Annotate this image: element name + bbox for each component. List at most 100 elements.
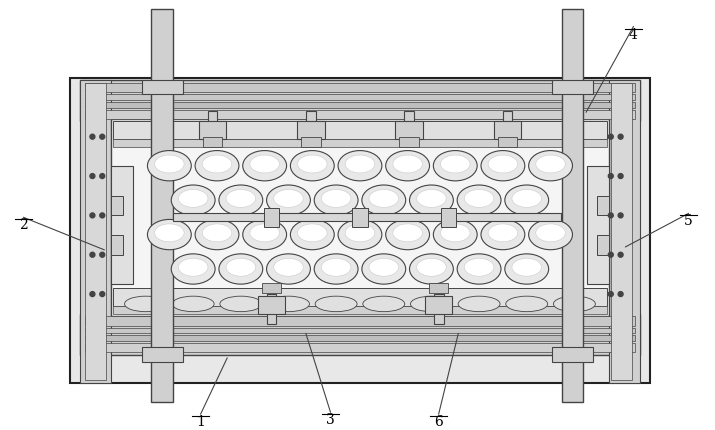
Ellipse shape	[458, 296, 500, 312]
Ellipse shape	[417, 190, 446, 208]
Bar	[434, 295, 443, 324]
Ellipse shape	[464, 259, 494, 276]
Bar	[84, 344, 636, 352]
Ellipse shape	[257, 158, 272, 165]
Ellipse shape	[543, 158, 558, 165]
Ellipse shape	[305, 227, 320, 233]
Ellipse shape	[505, 186, 548, 216]
Ellipse shape	[400, 227, 415, 233]
Bar	[395, 122, 423, 139]
Ellipse shape	[172, 296, 214, 312]
Ellipse shape	[179, 259, 208, 276]
Bar	[440, 208, 456, 227]
Bar	[111, 236, 123, 255]
Bar	[199, 122, 226, 139]
Ellipse shape	[424, 261, 438, 267]
Ellipse shape	[448, 227, 463, 233]
Ellipse shape	[297, 156, 327, 174]
Circle shape	[618, 213, 623, 218]
Ellipse shape	[481, 151, 525, 181]
Ellipse shape	[362, 186, 405, 216]
Ellipse shape	[172, 254, 215, 285]
Ellipse shape	[377, 192, 391, 199]
Bar	[494, 122, 521, 139]
Circle shape	[90, 292, 95, 297]
Ellipse shape	[520, 192, 534, 199]
Circle shape	[100, 253, 104, 258]
Ellipse shape	[202, 224, 232, 242]
Ellipse shape	[352, 158, 367, 165]
Text: 3: 3	[326, 412, 335, 426]
Ellipse shape	[250, 156, 280, 174]
Bar	[70, 79, 650, 383]
Ellipse shape	[195, 220, 239, 250]
Ellipse shape	[362, 254, 405, 285]
Bar	[84, 111, 636, 120]
Ellipse shape	[495, 227, 510, 233]
Bar	[597, 196, 608, 216]
Bar	[202, 137, 222, 147]
Ellipse shape	[329, 261, 343, 267]
Ellipse shape	[314, 254, 358, 285]
Ellipse shape	[472, 261, 486, 267]
Ellipse shape	[186, 261, 200, 267]
Ellipse shape	[290, 220, 334, 250]
Circle shape	[608, 174, 613, 179]
Text: 2: 2	[19, 218, 28, 232]
Ellipse shape	[338, 151, 382, 181]
Circle shape	[608, 135, 613, 140]
Ellipse shape	[274, 190, 303, 208]
Ellipse shape	[369, 190, 398, 208]
Ellipse shape	[520, 261, 534, 267]
Bar	[257, 296, 285, 314]
Circle shape	[100, 174, 104, 179]
Ellipse shape	[267, 254, 310, 285]
Ellipse shape	[250, 224, 280, 242]
Ellipse shape	[393, 156, 423, 174]
Ellipse shape	[202, 156, 232, 174]
Bar	[552, 347, 593, 362]
Bar	[608, 80, 641, 383]
Bar	[111, 196, 123, 216]
Ellipse shape	[210, 158, 225, 165]
Ellipse shape	[305, 158, 320, 165]
Ellipse shape	[457, 186, 501, 216]
Bar	[84, 103, 636, 109]
Bar	[142, 347, 183, 362]
Ellipse shape	[488, 224, 518, 242]
Ellipse shape	[267, 186, 310, 216]
Ellipse shape	[363, 296, 405, 312]
Text: 1: 1	[196, 414, 205, 428]
Ellipse shape	[226, 259, 255, 276]
Ellipse shape	[290, 151, 334, 181]
Bar	[113, 306, 607, 314]
Ellipse shape	[314, 186, 358, 216]
Ellipse shape	[536, 156, 566, 174]
Ellipse shape	[410, 296, 453, 312]
Ellipse shape	[147, 220, 192, 250]
Ellipse shape	[162, 158, 177, 165]
Ellipse shape	[488, 156, 518, 174]
Bar	[152, 10, 173, 402]
Text: 5: 5	[684, 214, 693, 228]
Bar	[264, 208, 280, 227]
Ellipse shape	[220, 296, 262, 312]
Ellipse shape	[154, 224, 184, 242]
Ellipse shape	[433, 220, 477, 250]
Bar	[113, 139, 607, 147]
Bar	[111, 120, 608, 316]
Circle shape	[100, 213, 104, 218]
Ellipse shape	[219, 186, 262, 216]
Text: 4: 4	[629, 28, 638, 41]
Ellipse shape	[352, 227, 367, 233]
Bar	[79, 314, 641, 355]
Bar	[84, 83, 107, 380]
Ellipse shape	[281, 261, 295, 267]
Circle shape	[90, 135, 95, 140]
Ellipse shape	[345, 224, 375, 242]
Ellipse shape	[400, 158, 415, 165]
Bar	[611, 83, 632, 380]
Ellipse shape	[147, 151, 192, 181]
Ellipse shape	[179, 190, 208, 208]
Bar	[79, 80, 111, 383]
